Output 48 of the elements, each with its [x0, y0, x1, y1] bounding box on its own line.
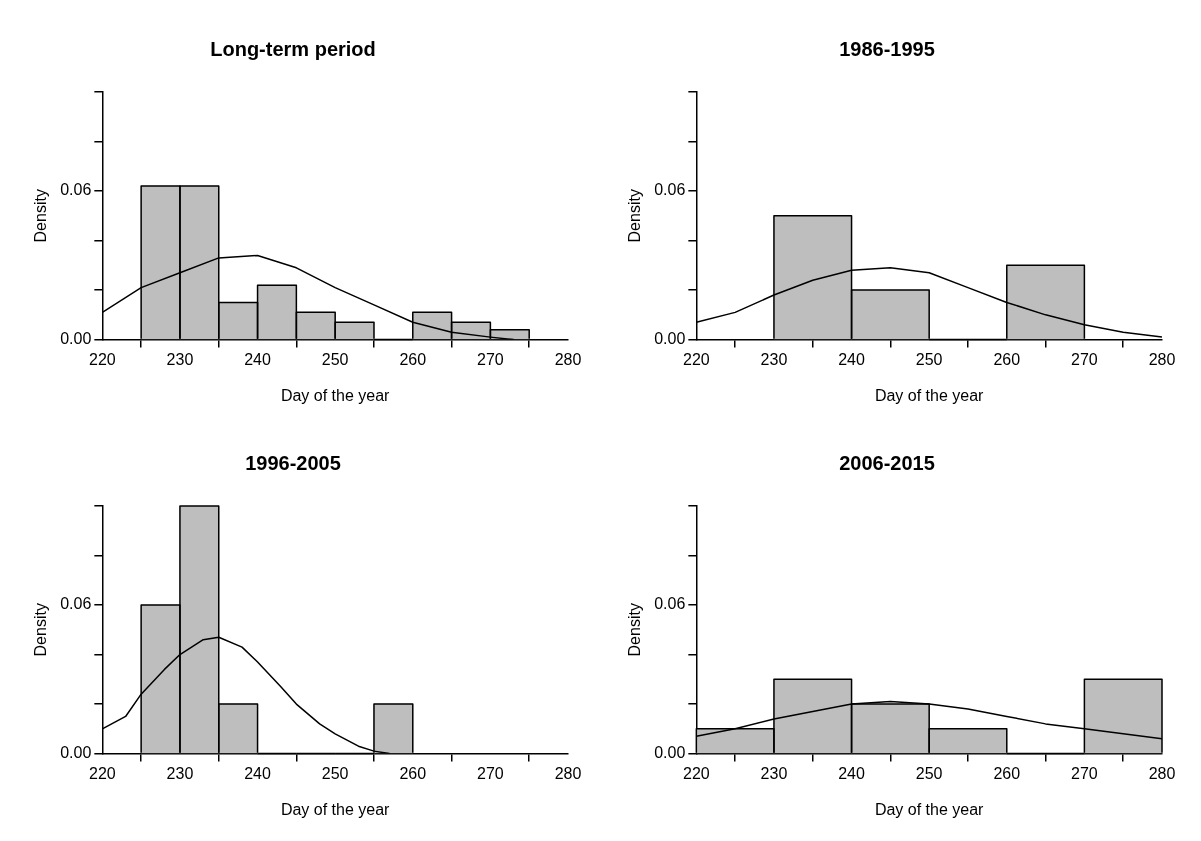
x-axis-title: Day of the year: [280, 800, 391, 818]
y-tick-label: 0.00: [654, 744, 686, 762]
y-axis-title: Density: [32, 189, 50, 243]
x-axis-title: Day of the year: [874, 386, 985, 404]
y-tick-label: 0.06: [654, 595, 686, 613]
x-axis-title: Day of the year: [874, 800, 985, 818]
x-tick-label: 260: [993, 764, 1021, 782]
x-tick-label: 270: [477, 350, 504, 368]
y-tick-label: 0.00: [654, 330, 686, 348]
x-tick-label: 280: [554, 350, 582, 368]
x-tick-label: 280: [1148, 350, 1176, 368]
y-tick-label: 0.00: [60, 744, 92, 762]
y-axis-title: Density: [32, 603, 50, 657]
y-tick-label: 0.06: [60, 595, 92, 613]
y-axis-title: Density: [626, 603, 644, 657]
x-tick-label: 220: [88, 350, 116, 368]
x-tick-label: 220: [88, 764, 116, 782]
x-tick-label: 220: [682, 350, 710, 368]
y-tick-label: 0.00: [60, 330, 92, 348]
x-tick-label: 280: [1148, 764, 1176, 782]
x-tick-label: 240: [838, 764, 866, 782]
x-axis-title: Day of the year: [280, 386, 391, 404]
y-tick-label: 0.06: [60, 181, 92, 199]
chart-title: Long-term period: [210, 37, 376, 60]
chart-title: 2006-2015: [839, 451, 935, 474]
x-tick-label: 230: [166, 350, 194, 368]
x-tick-label: 240: [244, 764, 272, 782]
x-tick-label: 260: [993, 350, 1021, 368]
x-tick-label: 260: [399, 350, 427, 368]
x-tick-label: 260: [399, 764, 427, 782]
x-tick-label: 250: [915, 764, 943, 782]
x-tick-label: 230: [760, 350, 788, 368]
x-tick-label: 230: [760, 764, 788, 782]
x-tick-label: 250: [915, 350, 943, 368]
x-tick-label: 270: [1071, 350, 1098, 368]
x-tick-label: 230: [166, 764, 194, 782]
x-tick-label: 220: [682, 764, 710, 782]
x-tick-label: 270: [477, 764, 504, 782]
x-tick-label: 250: [321, 764, 349, 782]
x-tick-label: 240: [244, 350, 272, 368]
x-tick-label: 280: [554, 764, 582, 782]
x-tick-label: 240: [838, 350, 866, 368]
chart-title: 1986-1995: [839, 37, 935, 60]
y-axis-title: Density: [626, 189, 644, 243]
x-tick-label: 250: [321, 350, 349, 368]
y-tick-label: 0.06: [654, 181, 686, 199]
chart-title: 1996-2005: [245, 451, 341, 474]
x-tick-label: 270: [1071, 764, 1098, 782]
